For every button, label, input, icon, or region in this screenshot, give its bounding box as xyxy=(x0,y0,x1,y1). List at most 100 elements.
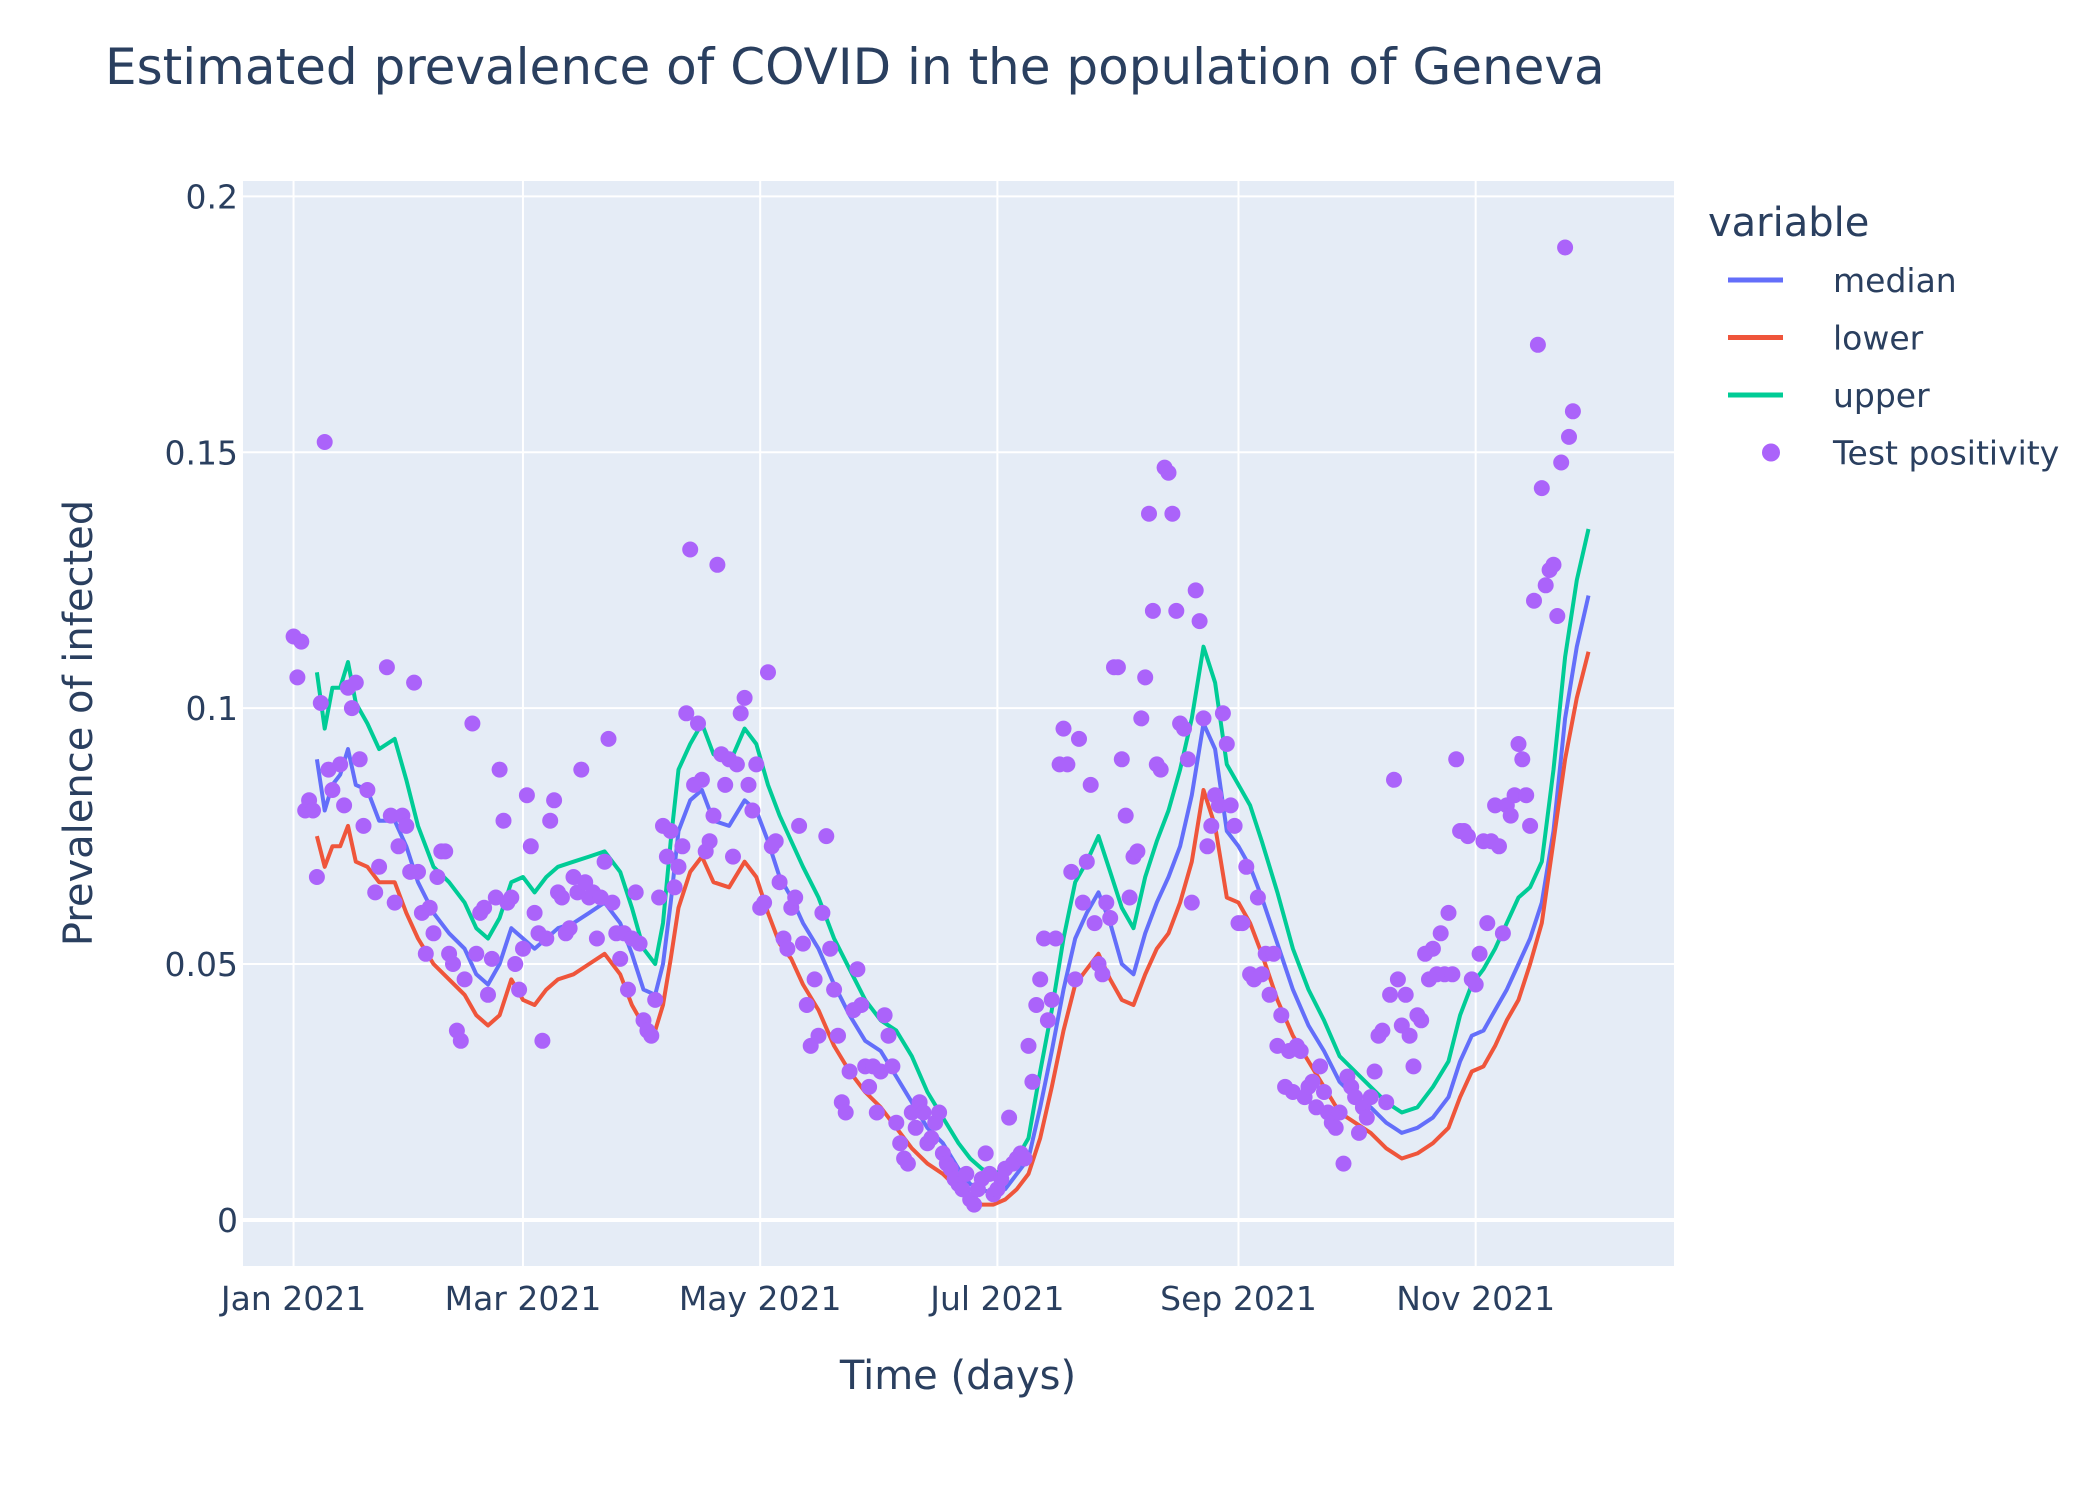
data-point xyxy=(892,1135,909,1152)
data-point xyxy=(347,674,364,691)
data-point xyxy=(822,940,839,957)
data-point xyxy=(421,899,438,916)
data-point xyxy=(682,541,699,558)
series-layer xyxy=(285,239,1591,1213)
data-point xyxy=(336,797,353,814)
data-point xyxy=(1249,889,1266,906)
data-point xyxy=(1432,925,1449,942)
x-tick-label: Mar 2021 xyxy=(445,1279,602,1318)
data-point xyxy=(868,1104,885,1121)
data-point xyxy=(1109,659,1126,676)
data-point xyxy=(662,823,679,839)
data-point xyxy=(1179,751,1196,768)
data-point xyxy=(1389,971,1406,988)
data-point xyxy=(1211,797,1227,814)
data-point xyxy=(1047,930,1064,947)
data-point xyxy=(312,695,329,711)
data-point xyxy=(732,705,749,722)
data-point xyxy=(1362,1089,1379,1106)
x-tick-label: May 2021 xyxy=(679,1279,842,1318)
data-point xyxy=(456,971,473,988)
data-point xyxy=(604,894,621,911)
data-point xyxy=(1522,817,1539,834)
data-point xyxy=(1226,817,1243,834)
data-point xyxy=(1191,613,1208,630)
data-point xyxy=(674,838,691,855)
data-point xyxy=(701,833,718,850)
data-point xyxy=(678,705,695,722)
data-point xyxy=(756,894,773,911)
data-point xyxy=(1358,1109,1375,1126)
data-point xyxy=(1491,838,1507,855)
data-point xyxy=(627,884,644,901)
data-point xyxy=(452,1032,469,1049)
legend-item: median xyxy=(1728,261,1957,300)
data-point xyxy=(717,776,734,793)
data-point xyxy=(709,556,726,573)
data-point xyxy=(798,997,815,1013)
data-point xyxy=(853,997,870,1013)
data-point xyxy=(382,807,399,824)
data-point xyxy=(666,879,683,896)
data-point xyxy=(588,930,605,947)
data-point xyxy=(643,1027,660,1044)
data-point xyxy=(573,761,590,778)
legend-items: median lower upper Test positivity xyxy=(1728,261,2059,473)
data-point xyxy=(1082,776,1099,793)
data-point xyxy=(612,950,629,967)
data-point xyxy=(1471,945,1488,962)
data-point xyxy=(1467,976,1484,993)
data-point xyxy=(1137,669,1154,686)
data-point xyxy=(693,771,710,788)
data-point xyxy=(787,889,804,906)
data-point xyxy=(771,874,788,891)
data-point xyxy=(429,869,446,885)
data-point xyxy=(1331,1104,1348,1121)
data-point xyxy=(526,904,543,921)
data-point xyxy=(907,1119,924,1136)
data-point xyxy=(826,981,843,998)
data-point xyxy=(1316,1084,1332,1100)
data-point xyxy=(1510,736,1527,752)
data-point xyxy=(406,674,423,691)
data-point xyxy=(736,689,753,706)
data-point xyxy=(1094,966,1111,983)
data-point xyxy=(491,761,508,778)
x-tick-label: Nov 2021 xyxy=(1396,1279,1555,1318)
data-point xyxy=(355,817,372,834)
data-point xyxy=(1526,592,1542,609)
data-point xyxy=(1440,904,1457,921)
data-point xyxy=(1203,817,1220,834)
data-point xyxy=(880,1027,897,1044)
legend: variable median lower upper Test positivity xyxy=(1708,200,2059,473)
data-point xyxy=(1557,239,1574,256)
data-point xyxy=(1261,986,1278,1003)
data-point xyxy=(767,833,784,850)
data-point xyxy=(1152,761,1169,778)
y-axis-title: Prevalence of infected xyxy=(56,500,102,946)
data-point xyxy=(1304,1073,1321,1090)
data-point xyxy=(818,828,835,845)
data-point xyxy=(1397,986,1414,1003)
data-point xyxy=(1024,1073,1041,1090)
data-point xyxy=(830,1027,846,1044)
data-point xyxy=(1292,1043,1309,1059)
y-tick-label: 0.2 xyxy=(186,177,238,216)
data-point xyxy=(390,838,407,855)
data-point xyxy=(534,1032,551,1049)
data-point xyxy=(1506,787,1523,804)
data-point xyxy=(923,1130,940,1147)
data-point xyxy=(884,1058,901,1075)
data-point xyxy=(324,782,341,798)
data-point xyxy=(1327,1119,1344,1136)
data-point xyxy=(305,802,321,819)
data-point xyxy=(977,1145,994,1162)
data-point xyxy=(705,807,722,824)
data-point xyxy=(725,848,741,865)
series-line-upper xyxy=(314,528,1591,1176)
data-point xyxy=(1561,428,1577,445)
data-point xyxy=(806,971,823,988)
data-point xyxy=(425,925,442,942)
data-point xyxy=(410,863,426,880)
data-point xyxy=(814,904,831,921)
